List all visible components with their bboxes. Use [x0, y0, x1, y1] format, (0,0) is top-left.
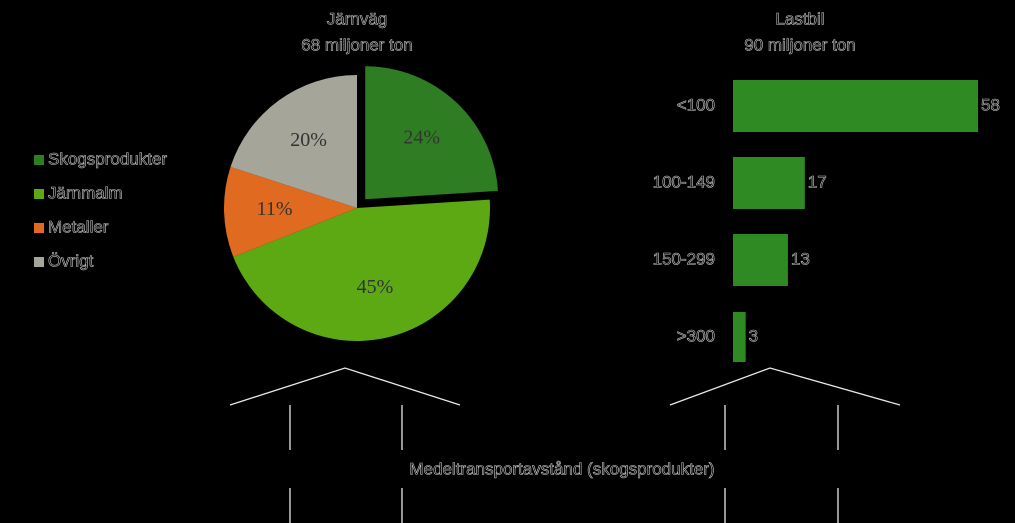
bar	[733, 80, 978, 132]
legend-swatch	[34, 223, 44, 233]
x-axis-label: Medeltransportavstånd (skogsprodukter)	[409, 459, 714, 478]
value-label: 17	[808, 172, 827, 191]
slice-label: 24%	[403, 127, 440, 149]
value-label: 13	[791, 249, 810, 268]
bar	[733, 157, 805, 209]
bar	[733, 234, 788, 286]
pie-title: Järnväg	[327, 9, 387, 28]
y-tick-label: 150-299	[653, 249, 715, 268]
arrows	[229, 367, 901, 523]
slice-label: 20%	[290, 129, 327, 151]
legend-swatch	[34, 155, 44, 165]
legend-label: Metaller	[48, 217, 109, 236]
pie-slice	[223, 166, 357, 257]
legend-swatch	[34, 189, 44, 199]
slice-label: 45%	[357, 276, 394, 298]
legend-label: Övrigt	[48, 251, 94, 270]
pie-slice	[233, 199, 490, 342]
pie-slice	[365, 66, 498, 200]
value-label: 58	[981, 95, 1000, 114]
y-tick-label: <100	[677, 95, 715, 114]
pie-subtitle: 68 miljoner ton	[301, 35, 413, 54]
bar-subtitle: 90 miljoner ton	[744, 35, 856, 54]
y-tick-label: 100-149	[653, 172, 715, 191]
legend-label: Järnmalm	[48, 183, 123, 202]
pie-slice	[230, 75, 357, 208]
legend-label: Skogsprodukter	[48, 149, 167, 168]
bar-title: Lastbil	[775, 9, 824, 28]
legend-swatch	[34, 257, 44, 267]
bar	[733, 312, 746, 362]
value-label: 3	[749, 326, 758, 345]
y-tick-label: >300	[677, 326, 715, 345]
slice-label: 11%	[257, 198, 293, 220]
